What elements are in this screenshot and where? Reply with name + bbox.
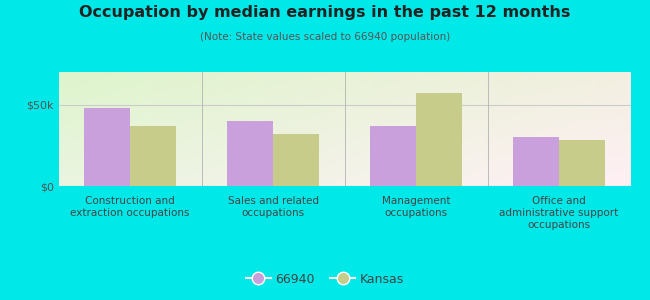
Text: (Note: State values scaled to 66940 population): (Note: State values scaled to 66940 popu…: [200, 32, 450, 41]
Bar: [227, 121, 273, 186]
Text: Occupation by median earnings in the past 12 months: Occupation by median earnings in the pas…: [79, 4, 571, 20]
Bar: [559, 140, 604, 186]
Text: Construction and
extraction occupations: Construction and extraction occupations: [70, 196, 190, 218]
Text: Office and
administrative support
occupations: Office and administrative support occupa…: [499, 196, 619, 230]
Bar: [370, 126, 416, 186]
Bar: [273, 134, 318, 186]
Bar: [416, 93, 462, 186]
Bar: [84, 108, 130, 186]
Bar: [514, 137, 559, 186]
Text: Sales and related
occupations: Sales and related occupations: [227, 196, 318, 218]
Text: Management
occupations: Management occupations: [382, 196, 450, 218]
Legend: 66940, Kansas: 66940, Kansas: [240, 268, 410, 291]
Bar: [130, 126, 176, 186]
